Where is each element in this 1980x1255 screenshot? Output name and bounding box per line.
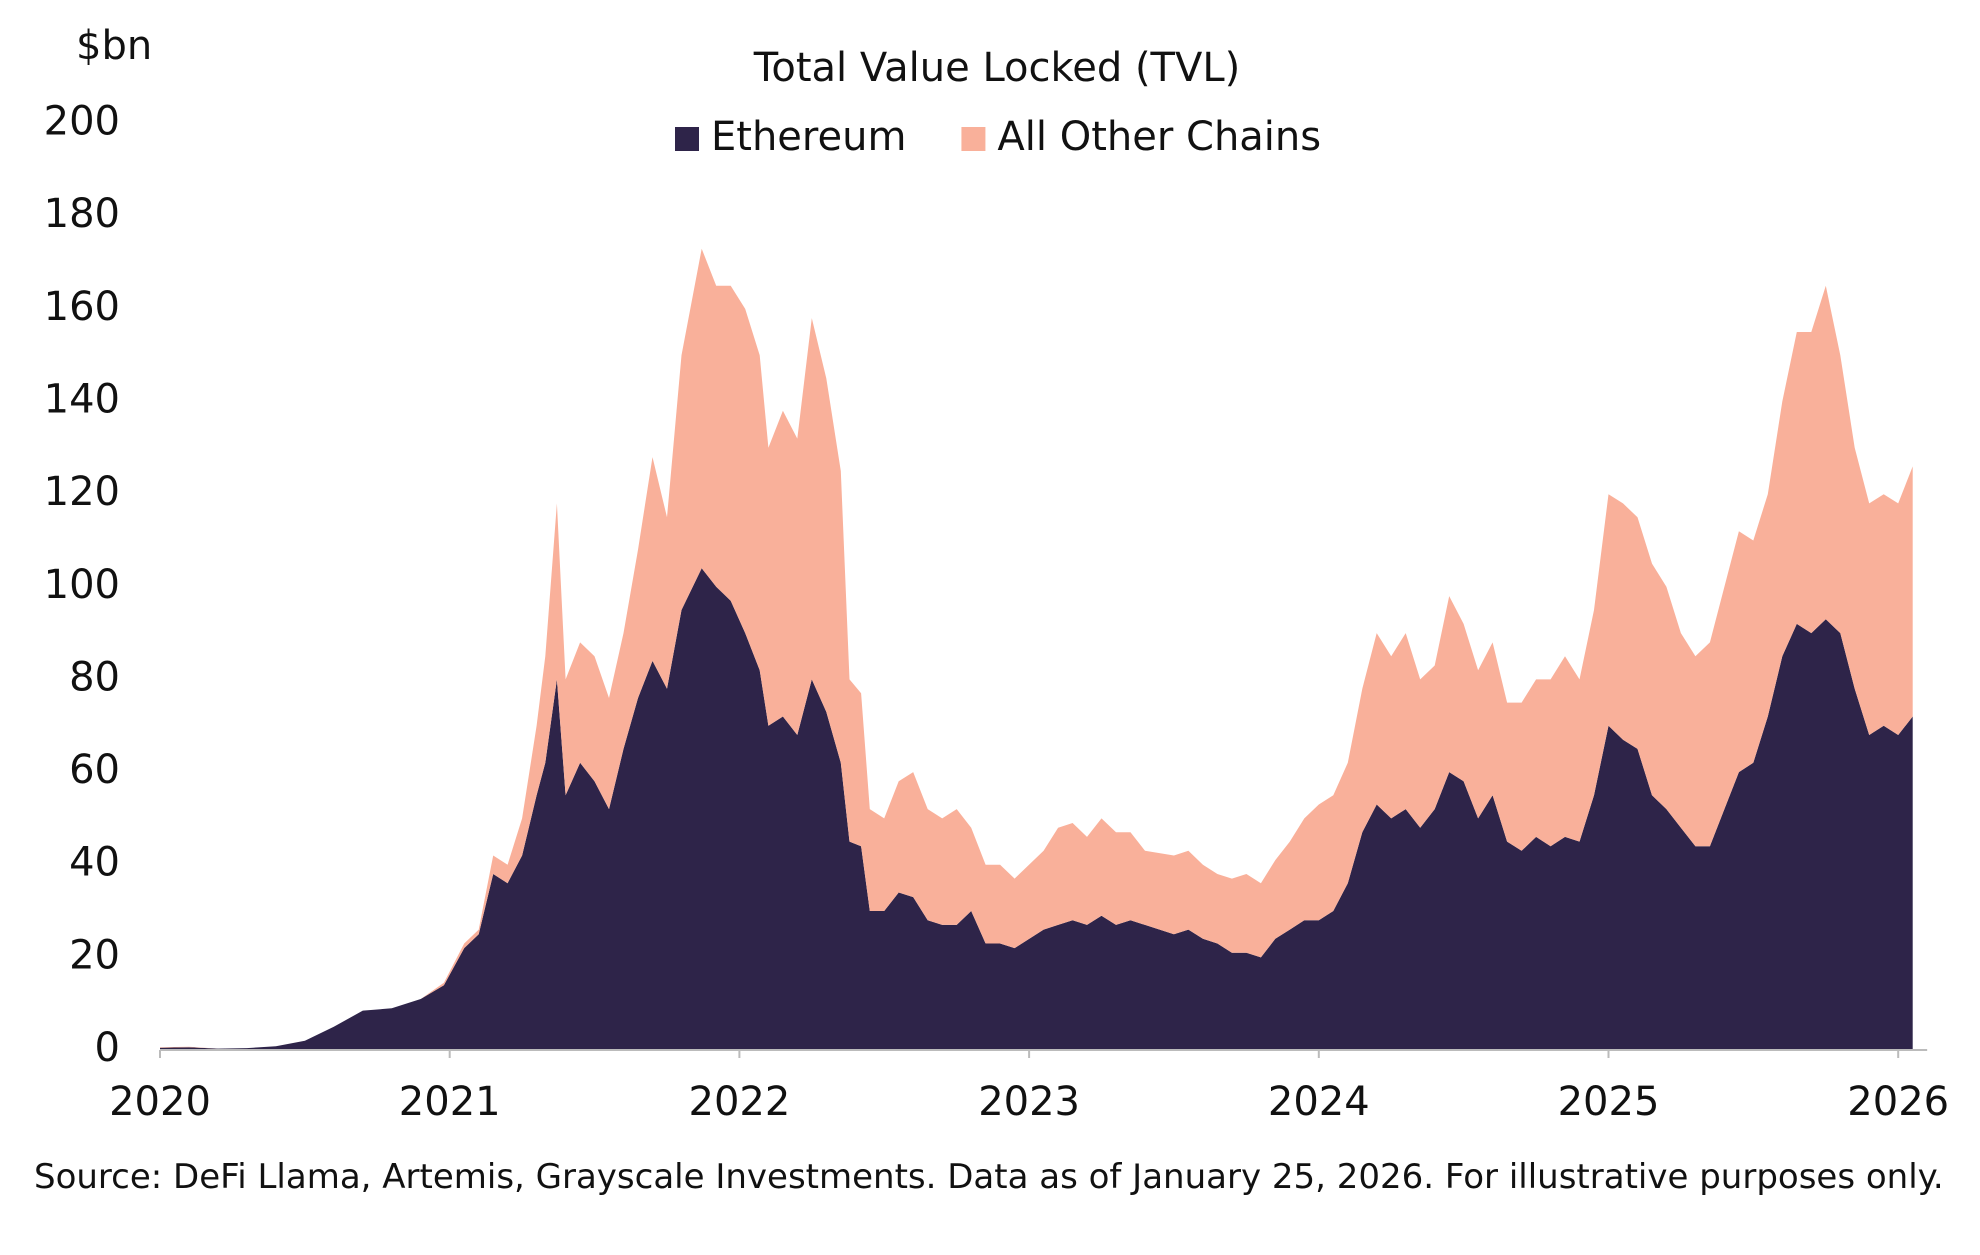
y-tick-label: 0 xyxy=(95,1025,120,1071)
legend-swatch xyxy=(961,127,986,151)
y-tick-label: 200 xyxy=(44,99,120,145)
legend-swatch xyxy=(675,127,699,151)
y-tick-label: 80 xyxy=(69,654,120,700)
legend: Ethereum All Other Chains xyxy=(675,114,1321,160)
x-tick-label: 2026 xyxy=(1847,1079,1949,1125)
y-tick-label: 120 xyxy=(44,469,120,515)
y-tick-label: 60 xyxy=(69,747,120,793)
area xyxy=(160,248,1913,1049)
y-tick-label: 20 xyxy=(69,932,120,978)
chart-title: Total Value Locked (TVL) xyxy=(753,45,1240,91)
y-axis-label: $bn xyxy=(76,23,152,69)
area xyxy=(160,568,1913,1050)
y-tick-label: 140 xyxy=(44,377,120,423)
x-tick-label: 2021 xyxy=(399,1079,501,1125)
legend-label: Ethereum xyxy=(711,114,906,160)
y-tick-label: 40 xyxy=(69,840,120,886)
legend-label: All Other Chains xyxy=(997,114,1321,160)
x-tick-label: 2022 xyxy=(689,1079,791,1125)
y-tick-label: 100 xyxy=(44,562,120,608)
y-tick-label: 160 xyxy=(44,284,120,330)
chart: $bn Total Value Locked (TVL) Ethereum All… xyxy=(44,23,1949,1125)
x-tick-label: 2023 xyxy=(978,1079,1080,1125)
x-tick-label: 2020 xyxy=(109,1079,211,1125)
x-tick-label: 2025 xyxy=(1558,1079,1660,1125)
x-tick-label: 2024 xyxy=(1268,1079,1370,1125)
y-tick-label: 180 xyxy=(44,191,120,237)
source-note: Source: DeFi Llama, Artemis, Grayscale I… xyxy=(34,1157,1944,1197)
